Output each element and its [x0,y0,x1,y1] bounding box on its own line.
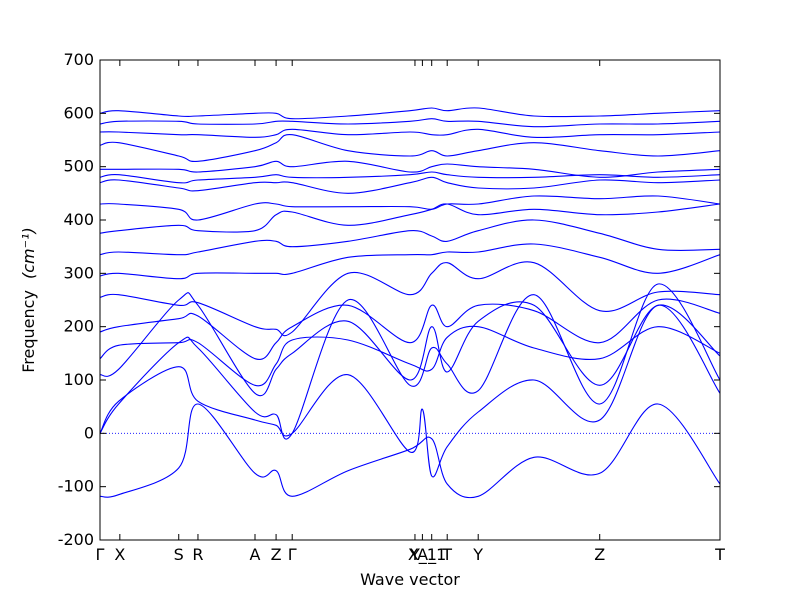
x-tick-label: Y [409,545,420,564]
x-tick-label: R [192,545,203,564]
band-line-6 [100,298,720,361]
y-axis-label-text: Frequency [19,290,38,373]
x-tick-label: X_1 [408,545,437,565]
x-tick-label: S [174,545,184,564]
y-tick-label: -100 [58,477,94,496]
band-line-18 [100,107,720,120]
x-tick-label: Γ [96,545,105,564]
phonon-bands [100,107,720,499]
y-tick-label: -200 [58,530,94,549]
y-tick-label: 200 [63,317,94,336]
y-axis-label: Frequency (cm⁻¹) [19,227,38,372]
x-tick-label: T [441,545,452,564]
y-tick-label: 600 [63,103,94,122]
y-tick-label: 700 [63,50,94,69]
y-tick-label: 500 [63,157,94,176]
x-tick-label: A_1 [417,545,446,565]
band-line-5 [100,325,720,387]
band-line-9 [100,219,720,256]
band-line-1 [100,403,720,499]
x-tick-label: A [250,545,261,564]
band-line-15 [100,133,720,163]
x-tick-label: X [114,545,125,564]
x-axis-label: Wave vector [360,570,460,589]
band-line-2 [100,304,720,478]
y-axis-label-unit: (cm⁻¹) [19,227,38,279]
band-line-10 [100,203,720,234]
y-tick-label: 0 [84,423,94,442]
band-line-3 [100,283,720,440]
band-line-16 [100,128,720,139]
x-tick-label: Y [472,545,483,564]
band-line-14 [100,160,720,178]
y-tick-label: 100 [63,370,94,389]
x-tick-label: Z [271,545,282,564]
y-tick-labels: -200 -100 0 100 200 300 400 500 600 700 [58,50,94,549]
x-tick-label: T [714,545,725,564]
y-tick-label: 400 [63,210,94,229]
x-tick-labels: Γ X S R A Z Γ YX_1A_1T Y Z T [96,545,726,565]
band-line-12 [100,176,720,194]
band-line-17 [100,118,720,128]
x-tick-label: Γ [288,545,297,564]
band-line-8 [100,243,720,280]
x-tick-label: Z [594,545,605,564]
band-line-7 [100,261,720,337]
band-line-13 [100,171,720,184]
band-line-4 [100,292,720,397]
plot-frame [99,59,721,541]
y-tick-label: 300 [63,263,94,282]
band-line-11 [100,195,720,221]
